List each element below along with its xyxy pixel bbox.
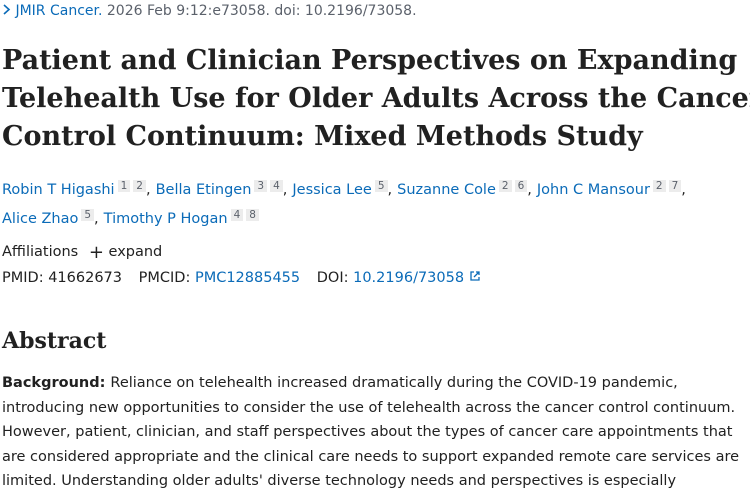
abstract-line: limited. Understanding older adults' div… [2,469,739,494]
abstract-heading: Abstract [2,328,107,354]
affiliation-number[interactable]: 5 [81,209,95,221]
title-line: Control Continuum: Mixed Methods Study [2,121,643,152]
chevron-icon [3,4,11,15]
doi-link[interactable]: 10.2196/73058 [353,270,465,286]
abstract-text: However, patient, clinician, and staff p… [2,424,733,440]
affiliation-number[interactable]: 8 [246,209,259,221]
affiliation-number[interactable]: 4 [270,180,283,192]
authors: Robin T Higashi 1 2, Bella Etingen 3 4, Jessic… [2,174,691,232]
external-link-icon [470,271,480,281]
author-line: Alice Zhao 5, Timothy P Hogan 4 8 [2,203,691,232]
affiliation-number[interactable]: 5 [374,180,388,192]
separator: , [282,182,288,198]
separator: , [145,182,151,198]
author-name[interactable]: Bella Etingen [155,182,252,198]
abstract-text: limited. Understanding older adults' div… [2,473,677,489]
abstract-line: introducing new opportunities to conside… [2,396,739,421]
affiliation-number[interactable]: 1 [117,180,131,192]
author-name[interactable]: Jessica Lee [292,182,372,198]
pmcid-label: PMCID: [138,270,191,286]
abstract-line: Background: Reliance on telehealth increa… [2,371,739,396]
affiliations: Affiliations + expand [2,242,162,263]
expand-button[interactable]: + expand [88,242,163,263]
affiliation-number[interactable]: 3 [254,180,268,192]
background-label: Background: [2,375,106,391]
journal-link[interactable]: JMIR Cancer. [15,3,103,19]
author-name[interactable]: Timothy P Hogan [103,211,228,227]
affiliation-number[interactable]: 2 [133,180,146,192]
author: Timothy P Hogan 4 8 [103,209,259,227]
separator: , [681,182,686,198]
author: Alice Zhao 5, [2,209,104,227]
author: Suzanne Cole 2 6, [397,180,537,198]
citation-details: 2026 Feb 9:12:e73058. doi: 10.2196/73058… [106,3,417,19]
abstract-text: are considered appropriate and the clini… [2,448,740,465]
author: Bella Etingen 3 4, [155,180,293,198]
author-line: Robin T Higashi 1 2, Bella Etingen 3 4, Jessic… [2,174,691,203]
article-title: Patient and Clinician Perspectives on Ex… [2,42,750,156]
affiliation-number[interactable]: 2 [498,180,512,192]
identifiers: PMID: 41662673 PMCID: PMC12885455 DOI: 1… [2,270,481,286]
author: John C Mansour 2 7, [536,180,691,198]
affiliation-number[interactable]: 4 [230,209,244,221]
affiliations-label: Affiliations [2,244,79,260]
abstract-text: Reliance on telehealth increased dramati… [110,375,678,391]
affiliation-number[interactable]: 7 [668,180,682,192]
author: Robin T Higashi 1 2, [2,180,156,198]
abstract-line: However, patient, clinician, and staff p… [2,420,739,445]
abstract-body: Background: Reliance on telehealth increa… [2,371,739,494]
affiliation-number[interactable]: 6 [514,180,528,192]
author-name[interactable]: Suzanne Cole [397,182,496,198]
pmcid-link[interactable]: PMC12885455 [194,270,301,286]
author: Jessica Lee 5, [292,180,397,198]
separator: , [527,182,532,198]
citation: JMIR Cancer. 2026 Feb 9:12:e73058. doi: … [2,3,417,19]
pmid: 41662673 [48,270,123,286]
author-name[interactable]: Robin T Higashi [2,182,115,198]
doi-label: DOI: [316,270,349,286]
abstract-line: are considered appropriate and the clini… [2,445,739,470]
title-line: Telehealth Use for Older Adults Across t… [2,83,750,114]
author-name[interactable]: John C Mansour [536,182,650,198]
separator: , [94,211,99,227]
expand-label[interactable]: expand [108,244,163,260]
author-name[interactable]: Alice Zhao [2,211,79,227]
pmid-label: PMID: [2,270,44,286]
title-line: Patient and Clinician Perspectives on Ex… [2,45,738,76]
affiliation-number[interactable]: 2 [652,180,666,192]
separator: , [387,182,393,198]
abstract-text: introducing new opportunities to conside… [2,399,736,416]
